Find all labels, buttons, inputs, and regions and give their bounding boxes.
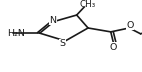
Text: CH₃: CH₃ [80,0,96,9]
Text: H₂N: H₂N [7,29,25,38]
Text: N: N [49,16,56,25]
Text: O: O [126,21,134,30]
Text: S: S [59,39,65,48]
Text: O: O [110,43,117,52]
